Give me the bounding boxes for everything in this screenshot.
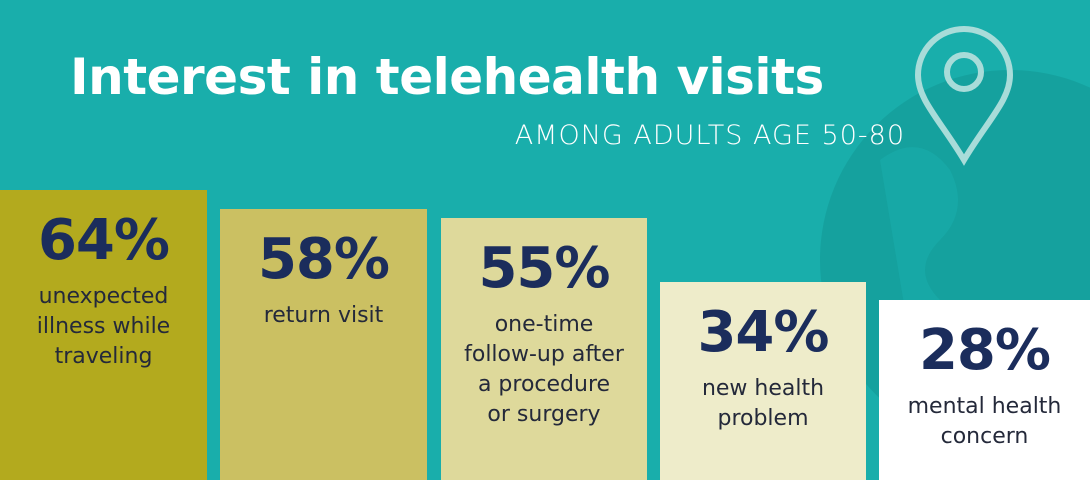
category-label: return visit: [263, 302, 384, 328]
chart-title: Interest in telehealth visits: [70, 48, 824, 106]
value-label: 34%: [697, 299, 829, 365]
value-label: 58%: [257, 226, 390, 292]
bar: 34% new health problem: [660, 281, 866, 480]
chart-subtitle: AMONG ADULTS AGE 50-80: [514, 120, 905, 151]
value-label: 64%: [37, 208, 170, 274]
category-label: mental health concern: [907, 394, 1062, 450]
bar: 58% return visit: [220, 208, 427, 480]
category-label: one-time follow-up after a procedure or …: [464, 311, 624, 427]
bar: 28% mental health concern: [879, 300, 1090, 480]
pin-dot: [944, 52, 984, 92]
value-label: 55%: [478, 235, 610, 301]
pin-icon: [914, 26, 1014, 166]
value-label: 28%: [918, 318, 1051, 384]
category-label: new health problem: [701, 375, 825, 431]
bar: 64% unexpected illness while traveling: [0, 190, 207, 480]
bar: 55% one-time follow-up after a procedure …: [441, 217, 647, 480]
globe-land: [880, 147, 958, 340]
category-label: unexpected illness while traveling: [36, 284, 171, 370]
